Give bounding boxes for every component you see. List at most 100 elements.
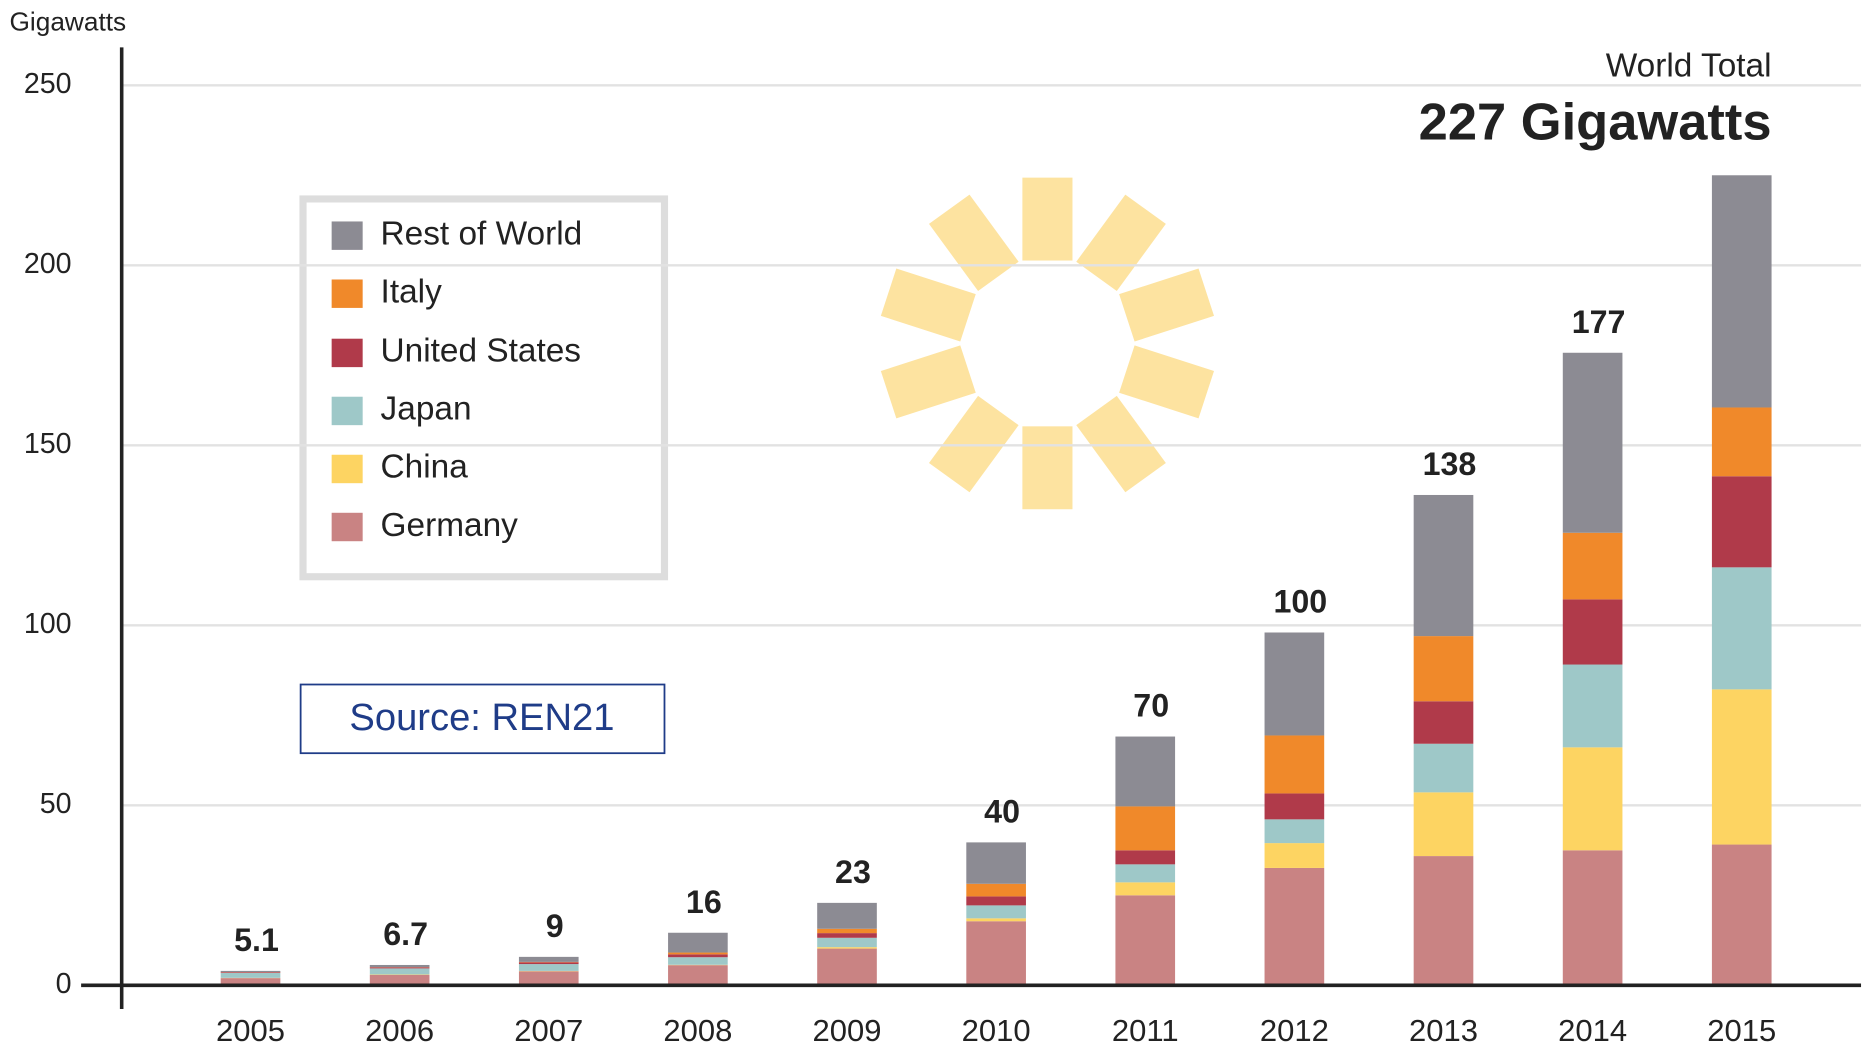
bar-segment	[1115, 737, 1175, 807]
x-tick-label: 2012	[1260, 1013, 1329, 1048]
total-label: 100	[1273, 584, 1327, 620]
y-tick-label: 250	[24, 68, 72, 100]
bar-segment	[1563, 747, 1623, 850]
bar-segment	[519, 971, 579, 985]
legend-swatch	[332, 455, 363, 483]
bar-segment	[221, 972, 281, 973]
bar-segment	[1115, 895, 1175, 985]
total-label: 138	[1423, 446, 1477, 482]
bar-segment	[668, 957, 728, 965]
bar-segment	[519, 962, 579, 964]
source-text: Source: REN21	[349, 697, 614, 739]
bar-segment	[966, 884, 1026, 897]
bar-segment	[519, 957, 579, 962]
x-tick-label: 2008	[663, 1013, 732, 1048]
bar-segment	[370, 965, 430, 967]
x-tick-label: 2005	[216, 1013, 285, 1048]
legend-label: Italy	[381, 274, 443, 311]
bar-segment	[817, 938, 877, 947]
bar-segment	[1265, 868, 1325, 985]
bar-segment	[1414, 495, 1474, 636]
bar-segment	[668, 954, 728, 957]
legend-label: China	[381, 449, 469, 486]
chart: Gigawatts World Total 227 Gigawatts Sour…	[0, 0, 1867, 1054]
bar-segment	[668, 933, 728, 953]
bar-segment	[817, 949, 877, 986]
legend-swatch	[332, 221, 363, 249]
total-label: 9	[546, 908, 564, 944]
y-tick-label: 0	[56, 968, 72, 1000]
total-label: 6.7	[383, 916, 428, 952]
bar-segment	[1712, 689, 1772, 844]
legend-label: Japan	[381, 391, 472, 428]
legend-label: United States	[381, 333, 581, 370]
annotation-title: World Total	[1606, 47, 1772, 84]
x-tick-label: 2007	[514, 1013, 583, 1048]
legend-label: Rest of World	[381, 216, 583, 253]
legend-label: Germany	[381, 507, 519, 544]
bar-segment	[1712, 567, 1772, 689]
y-tick-label: 50	[40, 788, 72, 820]
x-tick-label: 2015	[1707, 1013, 1776, 1048]
bar-segment	[1414, 856, 1474, 985]
bar-segment	[1265, 793, 1325, 819]
legend-swatch	[332, 397, 363, 425]
bar-segment	[370, 968, 430, 974]
bar-segment	[966, 921, 1026, 985]
x-tick-label: 2010	[962, 1013, 1031, 1048]
bar-segment	[966, 842, 1026, 883]
bar-segment	[1414, 792, 1474, 856]
bar-segment	[1115, 864, 1175, 882]
bar-segment	[817, 903, 877, 929]
bar-segment	[1563, 353, 1623, 533]
x-tick-label: 2009	[813, 1013, 882, 1048]
bar-segment	[1563, 850, 1623, 985]
bar-segment	[1563, 599, 1623, 664]
bar-segment	[1712, 476, 1772, 567]
bar-segment	[817, 933, 877, 938]
legend-swatch	[332, 513, 363, 541]
y-tick-label: 200	[24, 248, 72, 280]
bar-segment	[966, 905, 1026, 918]
plot-area: 0 50 100 150 200 250 2005 5.1 2006 6.7 2007 9 2008 16…	[24, 47, 1861, 1047]
bar-segment	[370, 967, 430, 968]
bar-segment	[519, 964, 579, 971]
x-tick-label: 2011	[1112, 1013, 1179, 1048]
bar-segment	[221, 971, 281, 972]
bar-segment	[1115, 806, 1175, 850]
bar-segment	[668, 953, 728, 955]
bar-segment	[1414, 701, 1474, 743]
bar-segment	[1712, 175, 1772, 407]
total-label: 177	[1572, 304, 1626, 340]
bar-segment	[1563, 533, 1623, 600]
bar-segment	[817, 947, 877, 948]
y-tick-label: 100	[24, 608, 72, 640]
bar-segment	[1115, 882, 1175, 895]
legend-swatch	[332, 279, 363, 307]
bar-segment	[966, 896, 1026, 905]
x-tick-label: 2013	[1409, 1013, 1478, 1048]
bar-segment	[1265, 632, 1325, 735]
y-tick-label: 150	[24, 428, 72, 460]
x-tick-label: 2006	[365, 1013, 434, 1048]
bar-segment	[1115, 850, 1175, 864]
total-label: 5.1	[234, 922, 279, 958]
bar-segment	[1265, 843, 1325, 868]
total-label: 16	[686, 884, 722, 920]
annotation-value: 227 Gigawatts	[1419, 93, 1772, 151]
bar-segment	[668, 965, 728, 985]
bar-segment	[221, 973, 281, 978]
bar-segment	[1265, 819, 1325, 843]
bar-segment	[1414, 744, 1474, 793]
bar-segment	[817, 929, 877, 933]
y-axis-label: Gigawatts	[10, 7, 127, 37]
legend-swatch	[332, 339, 363, 367]
bar-segment	[1712, 407, 1772, 476]
total-label: 23	[835, 854, 871, 890]
bar-segment	[1563, 665, 1623, 748]
total-label: 70	[1133, 688, 1169, 724]
sun-decoration	[881, 178, 1214, 510]
bar-segment	[1414, 636, 1474, 701]
bar-segment	[966, 918, 1026, 921]
bar-segment	[1265, 735, 1325, 793]
